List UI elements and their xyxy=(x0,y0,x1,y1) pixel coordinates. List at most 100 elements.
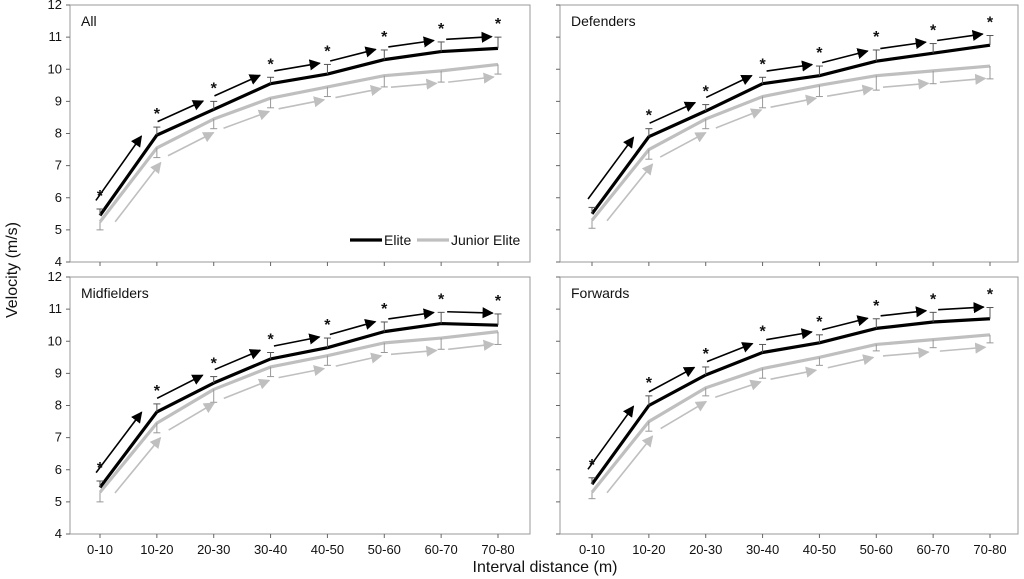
arrow-elite xyxy=(937,29,984,42)
series-line-elite xyxy=(590,43,991,215)
significance-star: * xyxy=(873,29,880,46)
y-tick-label: 10 xyxy=(48,333,62,348)
significance-star: * xyxy=(154,106,161,123)
significance-star: * xyxy=(703,84,710,101)
arrow-junior xyxy=(167,131,215,157)
panel-frame xyxy=(69,4,531,263)
arrow-junior xyxy=(335,85,383,99)
arrow-junior xyxy=(278,96,326,110)
series-line-elite xyxy=(98,46,499,217)
arrow-elite xyxy=(648,366,696,393)
arrow-junior xyxy=(223,378,271,400)
y-tick-label: 9 xyxy=(55,365,62,380)
arrow-junior xyxy=(659,131,707,158)
y-tick-label: 9 xyxy=(55,93,62,108)
arrow-junior xyxy=(278,365,326,379)
arrow-junior xyxy=(826,84,874,97)
arrow-junior xyxy=(390,78,438,90)
panel-defenders: Defenders * * * * * * * xyxy=(556,4,1019,266)
arrow-elite xyxy=(95,411,143,474)
arrow-elite xyxy=(938,302,985,314)
arrow-junior xyxy=(827,354,875,369)
significance-star: * xyxy=(759,56,766,73)
arrow-junior xyxy=(114,436,162,494)
arrow-junior xyxy=(606,163,654,222)
arrow-elite xyxy=(880,37,927,50)
arrow-elite xyxy=(587,136,635,200)
arrow-elite xyxy=(214,349,262,371)
significance-star: * xyxy=(816,314,823,331)
significance-star: * xyxy=(438,291,445,308)
x-tick-label: 50-60 xyxy=(860,542,893,557)
y-tick-label: 11 xyxy=(49,29,63,44)
significance-star: * xyxy=(495,16,502,33)
arrow-elite xyxy=(157,100,205,123)
arrow-junior xyxy=(714,379,762,399)
panel-title: Defenders xyxy=(571,13,636,29)
y-tick-label: 6 xyxy=(55,190,62,205)
y-tick-label: 7 xyxy=(55,430,62,445)
significance-star: * xyxy=(381,301,388,318)
significance-star: * xyxy=(438,21,445,38)
x-tick-label: 10-20 xyxy=(140,542,173,557)
significance-star: * xyxy=(816,45,823,62)
arrow-elite xyxy=(766,328,813,341)
significance-star: * xyxy=(267,56,274,73)
y-tick-label: 12 xyxy=(48,269,62,284)
x-tick-label: 60-70 xyxy=(917,542,950,557)
panel-title: Forwards xyxy=(571,285,629,301)
arrow-elite xyxy=(649,101,697,124)
arrow-junior xyxy=(770,366,818,380)
arrow-elite xyxy=(329,46,377,62)
arrow-junior xyxy=(939,73,987,85)
significance-star: * xyxy=(930,291,937,308)
panel-all: 4 5 6 7 8 9 10 11 12 All * * * * * * * * Elite Junior Elite xyxy=(48,0,531,269)
arrow-elite xyxy=(273,333,321,347)
y-tick-label: 8 xyxy=(55,126,62,141)
y-tick-label: 6 xyxy=(55,462,62,477)
panel-forwards: 0-10 10-20 20-30 30-40 40-50 50-60 60-70 70-80 F… xyxy=(556,276,1019,557)
arrow-junior xyxy=(390,345,438,357)
arrow-junior xyxy=(114,161,162,223)
arrow-elite xyxy=(329,319,377,336)
y-tick-label: 12 xyxy=(48,0,62,12)
panel-title: Midfielders xyxy=(81,285,149,301)
x-tick-label: 30-40 xyxy=(746,542,779,557)
significance-star: * xyxy=(211,80,218,97)
arrow-elite xyxy=(821,315,869,331)
x-axis-title: Interval distance (m) xyxy=(473,559,618,576)
arrow-junior xyxy=(335,352,383,367)
series-line-junior xyxy=(590,333,991,494)
arrow-elite xyxy=(447,307,494,319)
x-tick-label: 20-30 xyxy=(197,542,230,557)
x-tick-label: 10-20 xyxy=(632,542,665,557)
y-tick-label: 4 xyxy=(55,526,62,541)
arrow-elite xyxy=(388,308,435,320)
arrow-elite xyxy=(587,405,635,470)
arrow-junior xyxy=(448,72,495,84)
series-line-junior xyxy=(98,330,499,494)
y-tick-label: 10 xyxy=(48,61,62,76)
significance-star: * xyxy=(154,383,161,400)
arrow-elite xyxy=(274,59,321,72)
y-tick-label: 4 xyxy=(55,254,62,269)
arrow-junior xyxy=(882,347,930,359)
arrow-junior xyxy=(606,435,654,494)
arrow-junior xyxy=(770,94,818,108)
arrow-elite xyxy=(446,31,493,43)
significance-star: * xyxy=(873,298,880,315)
y-tick-label: 5 xyxy=(55,494,62,509)
significance-star: * xyxy=(324,43,331,60)
arrow-elite xyxy=(880,306,928,318)
arrow-junior xyxy=(882,78,930,90)
significance-star: * xyxy=(930,23,937,40)
significance-star: * xyxy=(97,188,104,205)
significance-star: * xyxy=(759,323,766,340)
significance-star: * xyxy=(267,331,274,348)
significance-star: * xyxy=(987,287,994,304)
significance-star: * xyxy=(589,457,596,474)
panel-frame xyxy=(559,4,1019,263)
significance-star: * xyxy=(703,346,710,363)
series-line-junior xyxy=(590,64,991,222)
